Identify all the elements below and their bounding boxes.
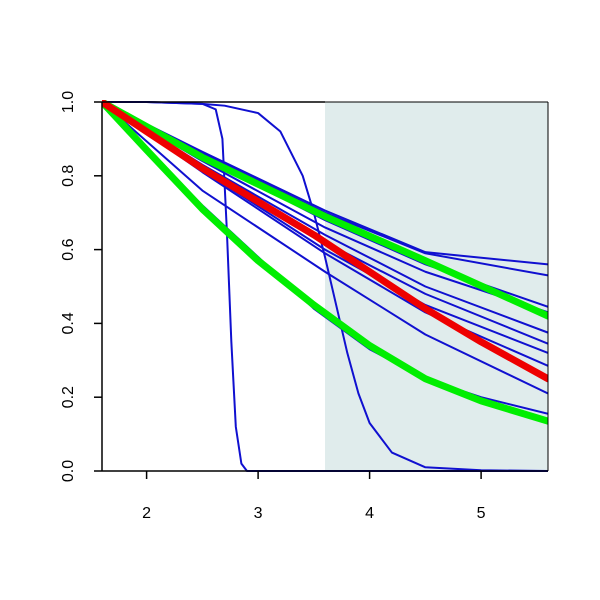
axis-layer: 2 3 4 5 0.0 0.2 0.4 0.6 0.8 1.0: [60, 91, 549, 522]
series-line-13: [102, 100, 548, 320]
series-line-2: [102, 101, 548, 472]
y-tick-label: 0.2: [60, 386, 77, 408]
y-tick-label: 0.4: [60, 312, 77, 334]
x-tick-label: 5: [477, 505, 486, 522]
series-line-14: [102, 100, 548, 425]
series-line-11: [102, 101, 548, 395]
series-layer: [102, 100, 548, 472]
y-tick-label: 1.0: [60, 91, 77, 113]
y-tick-label: 0.8: [60, 165, 77, 187]
x-tick-label: 2: [142, 505, 151, 522]
x-tick-label: 3: [254, 505, 263, 522]
shaded-region: [325, 102, 548, 471]
y-tick-label: 0.6: [60, 238, 77, 260]
y-tick-label: 0.0: [60, 460, 77, 482]
series-line-15: [102, 100, 548, 383]
x-tick-label: 4: [365, 505, 374, 522]
shaded-region-layer: [325, 102, 548, 471]
